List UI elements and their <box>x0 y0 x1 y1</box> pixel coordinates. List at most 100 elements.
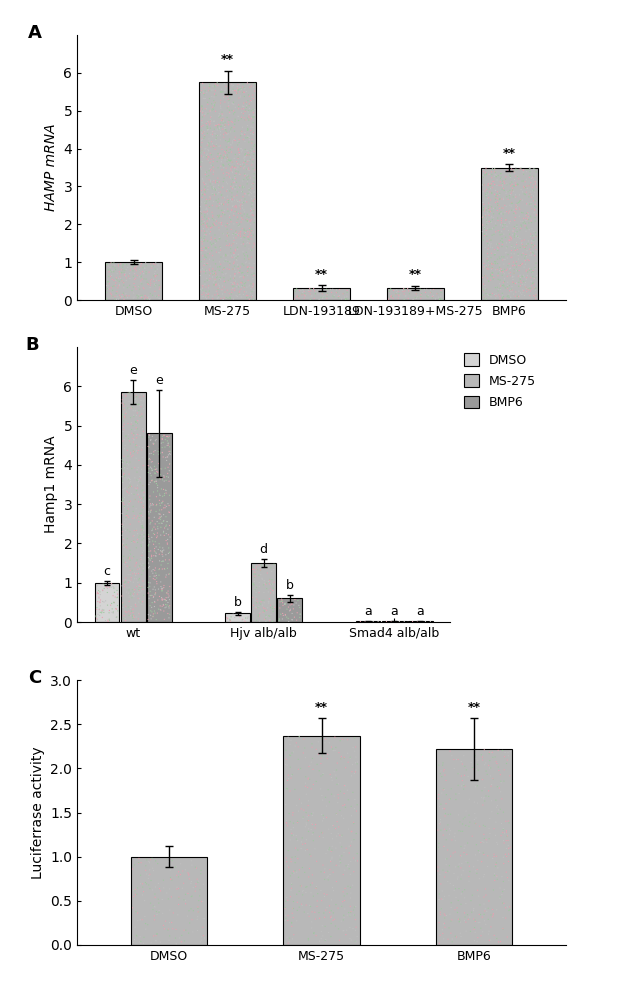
Point <box>201 218 212 234</box>
Point <box>128 259 138 275</box>
Point <box>161 469 172 485</box>
Point <box>445 791 455 807</box>
Point <box>211 186 221 202</box>
Point <box>145 603 156 619</box>
Point <box>132 472 143 488</box>
Point <box>132 445 143 461</box>
Point <box>147 595 158 611</box>
Point <box>479 896 489 912</box>
Point <box>333 776 343 792</box>
Point <box>217 283 227 299</box>
Point <box>114 273 124 289</box>
Point <box>460 809 470 825</box>
Point <box>149 899 159 915</box>
Point <box>500 197 510 213</box>
Point <box>237 156 248 172</box>
Point <box>163 545 174 561</box>
Point <box>440 806 451 822</box>
Point <box>239 246 249 262</box>
Point <box>324 735 334 751</box>
Point <box>114 287 125 303</box>
Point <box>119 396 129 412</box>
Point <box>305 286 315 302</box>
Point <box>529 280 539 296</box>
Point <box>226 221 237 237</box>
Point <box>500 171 511 187</box>
Point <box>125 446 136 462</box>
Point <box>287 828 297 844</box>
Point <box>204 168 214 184</box>
Point <box>333 900 343 916</box>
Point <box>199 262 210 278</box>
Point <box>487 902 498 918</box>
Point <box>457 756 467 772</box>
Point <box>284 613 294 629</box>
Point <box>329 289 339 305</box>
Point <box>346 824 356 840</box>
Point <box>235 228 246 244</box>
Point <box>206 219 216 235</box>
Point <box>241 254 251 270</box>
Point <box>512 177 522 193</box>
Point <box>261 558 271 574</box>
Point <box>260 611 271 627</box>
Point <box>433 863 443 879</box>
Point <box>244 108 254 124</box>
Point <box>303 823 314 839</box>
Point <box>183 885 193 901</box>
Point <box>214 121 224 137</box>
Point <box>131 555 141 571</box>
Point <box>503 214 514 230</box>
Point <box>451 929 462 945</box>
Point <box>244 88 255 104</box>
Point <box>511 201 521 217</box>
Point <box>491 814 501 830</box>
Point <box>242 176 252 192</box>
Point <box>523 261 534 277</box>
Point <box>240 275 251 291</box>
Point <box>145 881 155 897</box>
Point <box>222 149 232 165</box>
Point <box>138 935 149 951</box>
Point <box>134 605 144 621</box>
Point <box>152 574 162 590</box>
Point <box>339 907 349 923</box>
Point <box>320 731 331 747</box>
Point <box>473 843 484 859</box>
Point <box>129 588 139 604</box>
Point <box>231 276 242 292</box>
Point <box>511 205 521 221</box>
Point <box>325 867 335 883</box>
Point <box>487 160 498 176</box>
Point <box>111 271 122 287</box>
Point <box>496 166 506 182</box>
Point <box>162 585 172 601</box>
Point <box>143 275 154 291</box>
Point <box>313 282 323 298</box>
Point <box>134 558 145 574</box>
Point <box>293 842 303 858</box>
Point <box>485 268 496 284</box>
Point <box>479 226 489 242</box>
Point <box>236 236 246 252</box>
Point <box>147 462 157 478</box>
Point <box>149 593 159 609</box>
Point <box>474 906 484 922</box>
Point <box>394 286 404 302</box>
Point <box>516 217 526 233</box>
Point <box>125 608 136 624</box>
Point <box>228 77 239 93</box>
Point <box>197 125 207 141</box>
Point <box>240 103 250 119</box>
Point <box>513 288 523 304</box>
Point <box>530 291 541 307</box>
Point <box>213 269 223 285</box>
Point <box>156 515 167 531</box>
Point <box>518 210 529 226</box>
Point <box>212 276 222 292</box>
Point <box>136 567 147 583</box>
Point <box>516 247 527 263</box>
Point <box>139 487 149 503</box>
Point <box>119 431 129 447</box>
Point <box>227 194 237 210</box>
